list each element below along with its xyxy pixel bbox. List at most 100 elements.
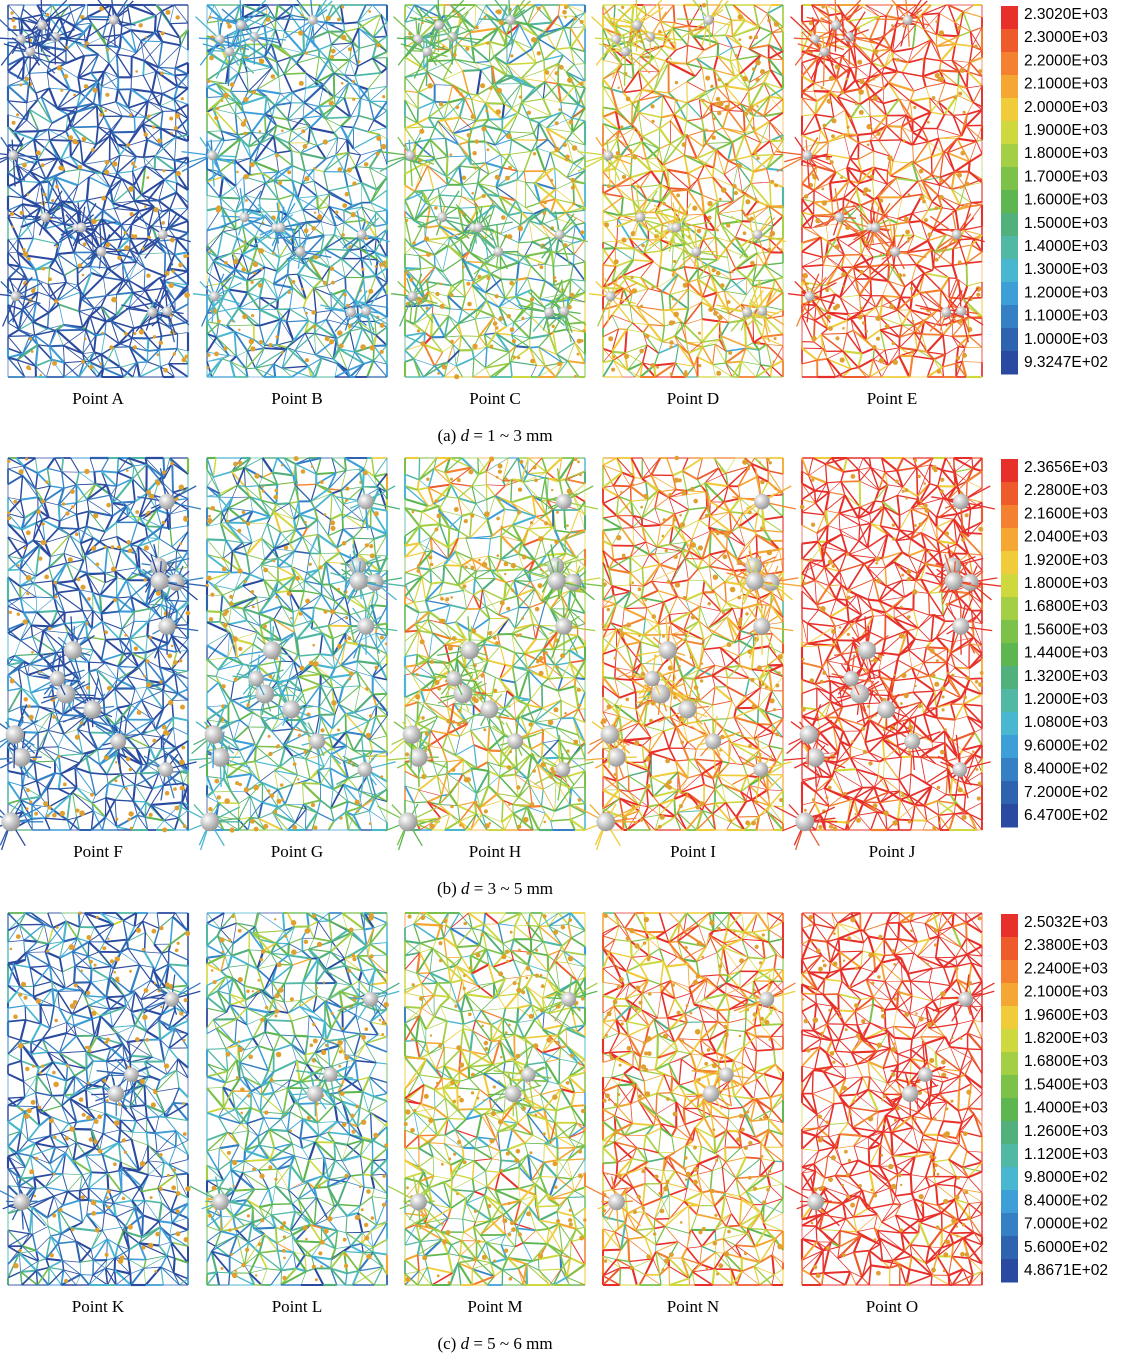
contact-force bbox=[571, 265, 574, 280]
particle bbox=[216, 205, 221, 210]
contact-force bbox=[453, 117, 460, 133]
large-particle bbox=[16, 34, 26, 44]
contact-force bbox=[713, 168, 714, 178]
particle bbox=[449, 153, 452, 156]
particle bbox=[577, 339, 582, 344]
contact-force bbox=[144, 268, 145, 289]
contact-force bbox=[456, 358, 474, 366]
contact-force bbox=[672, 246, 673, 271]
contact-force bbox=[603, 249, 616, 267]
contact-force bbox=[573, 254, 574, 264]
particle bbox=[335, 211, 338, 214]
contact-force bbox=[52, 115, 68, 124]
contact-force bbox=[654, 63, 669, 91]
contact-force bbox=[757, 253, 764, 265]
contact-force bbox=[139, 253, 166, 255]
particle bbox=[176, 171, 181, 176]
contact-force bbox=[292, 92, 304, 103]
particle bbox=[250, 281, 253, 284]
contact-force bbox=[239, 309, 260, 326]
contact-force bbox=[222, 359, 231, 362]
contact-force bbox=[687, 119, 702, 121]
contact-force bbox=[573, 163, 585, 170]
particle bbox=[64, 74, 69, 79]
contact-force bbox=[621, 213, 636, 216]
contact-force bbox=[162, 94, 174, 100]
particle bbox=[36, 150, 41, 155]
particle bbox=[487, 148, 490, 151]
particle bbox=[139, 23, 143, 27]
particle bbox=[424, 236, 429, 241]
particle bbox=[41, 163, 45, 167]
contact-force bbox=[169, 349, 178, 364]
contact-force bbox=[516, 346, 530, 347]
contact-force bbox=[512, 140, 532, 152]
particle bbox=[313, 167, 316, 170]
particle bbox=[471, 114, 476, 119]
contact-force bbox=[510, 151, 532, 154]
particle bbox=[545, 70, 550, 75]
particle bbox=[303, 144, 308, 149]
large-particle bbox=[544, 307, 554, 317]
contact-force bbox=[640, 185, 661, 187]
particle bbox=[467, 133, 471, 137]
contact-force bbox=[456, 45, 472, 47]
particle bbox=[184, 292, 190, 298]
contact-force bbox=[501, 279, 517, 280]
particle bbox=[144, 132, 148, 136]
particle bbox=[368, 289, 373, 294]
particle bbox=[555, 71, 559, 75]
contact-force bbox=[475, 317, 494, 319]
particle bbox=[13, 25, 17, 29]
contact-force bbox=[8, 239, 18, 240]
contact-force bbox=[418, 92, 434, 101]
particle bbox=[271, 74, 276, 79]
particle bbox=[217, 320, 221, 324]
contact-force bbox=[316, 313, 317, 325]
contact-force bbox=[34, 139, 50, 140]
large-particle bbox=[50, 32, 60, 42]
contact-force bbox=[359, 14, 381, 28]
contact-force bbox=[148, 338, 149, 351]
contact-force bbox=[470, 32, 472, 47]
contact-force bbox=[8, 330, 19, 337]
contact-force bbox=[236, 229, 238, 238]
particle bbox=[527, 111, 531, 115]
contact-force bbox=[70, 90, 81, 93]
particle bbox=[128, 186, 134, 192]
contact-force bbox=[449, 309, 450, 316]
particle bbox=[253, 272, 256, 275]
contact-force bbox=[178, 333, 188, 334]
contact-force bbox=[376, 260, 378, 276]
particle bbox=[40, 374, 42, 376]
large-particle bbox=[40, 212, 50, 222]
contact-force bbox=[374, 120, 387, 128]
contact-force bbox=[504, 84, 521, 104]
particle bbox=[84, 84, 89, 89]
particle bbox=[207, 80, 210, 83]
contact-force bbox=[575, 223, 585, 225]
large-particle bbox=[11, 291, 21, 301]
contact-force bbox=[453, 59, 455, 60]
particle bbox=[60, 166, 64, 170]
particle bbox=[454, 374, 459, 379]
contact-force bbox=[123, 262, 137, 263]
particle bbox=[55, 185, 58, 188]
particle bbox=[493, 321, 498, 326]
contact-force bbox=[751, 172, 754, 184]
contact-force bbox=[732, 142, 735, 159]
particle bbox=[474, 167, 477, 170]
contact-force bbox=[510, 140, 512, 155]
contact-force bbox=[633, 200, 647, 201]
contact-force bbox=[231, 356, 237, 361]
contact-force bbox=[284, 74, 292, 92]
particle bbox=[170, 238, 175, 243]
contact-force bbox=[447, 157, 448, 177]
contact-force bbox=[103, 367, 120, 368]
particle bbox=[253, 262, 258, 267]
contact-force bbox=[347, 128, 353, 140]
large-particle bbox=[210, 291, 220, 301]
contact-force bbox=[161, 111, 163, 128]
contact-force bbox=[207, 131, 221, 132]
particle bbox=[538, 263, 540, 265]
